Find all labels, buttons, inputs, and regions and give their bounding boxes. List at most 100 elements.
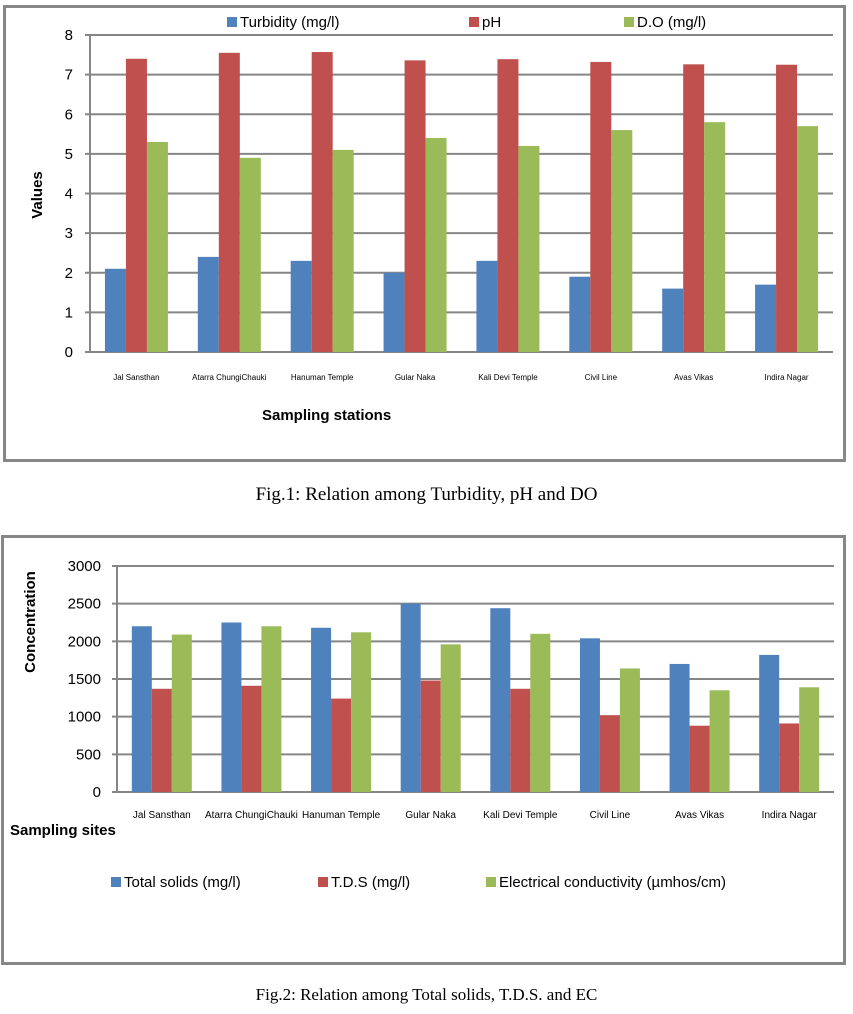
legend-label: Total solids (mg/l) (124, 874, 241, 891)
y-tick-label: 3000 (68, 558, 101, 575)
y-tick-label: 2500 (68, 596, 101, 613)
bar-electrical-conductivity-mhos-cm (709, 690, 730, 792)
bar-electrical-conductivity-mhos-cm (799, 687, 820, 792)
bar-turbidity-mg-l (662, 288, 684, 352)
bar-total-solids-mg-l (400, 603, 421, 792)
bar-ph (590, 61, 612, 352)
legend-swatch (111, 877, 121, 887)
x-category-label: Hanuman Temple (302, 810, 381, 821)
legend-swatch (318, 877, 328, 887)
bar-electrical-conductivity-mhos-cm (171, 634, 192, 792)
bar-ph (218, 52, 240, 353)
x-category-label: Jal Sansthan (113, 373, 159, 382)
y-tick-label: 2000 (68, 633, 101, 650)
bar-turbidity-mg-l (476, 260, 498, 352)
bar-total-solids-mg-l (311, 627, 332, 792)
x-axis-title: Sampling stations (262, 407, 391, 424)
legend-label: pH (482, 14, 501, 31)
x-category-label: Atarra ChungiChauki (205, 810, 298, 821)
bar-d-o-mg-l (704, 122, 726, 352)
bar-t-d-s-mg-l (241, 685, 262, 792)
y-axis-title: Values (29, 171, 46, 219)
x-axis-title: Sampling sites (10, 822, 116, 839)
y-tick-label: 2 (65, 265, 73, 282)
bar-d-o-mg-l (239, 157, 261, 352)
x-category-label: Hanuman Temple (291, 373, 354, 382)
bar-ph (776, 64, 798, 352)
bar-total-solids-mg-l (221, 622, 242, 792)
legend-swatch (624, 17, 634, 27)
bar-turbidity-mg-l (104, 268, 126, 352)
bar-total-solids-mg-l (490, 608, 511, 792)
y-tick-label: 6 (65, 106, 73, 123)
legend-label: T.D.S (mg/l) (331, 874, 410, 891)
x-category-label: Gular Naka (405, 810, 456, 821)
y-tick-label: 7 (65, 67, 73, 84)
chart2-caption: Fig.2: Relation among Total solids, T.D.… (255, 985, 598, 1004)
bar-t-d-s-mg-l (689, 725, 710, 792)
y-tick-label: 3 (65, 225, 73, 242)
bar-t-d-s-mg-l (331, 698, 352, 792)
bar-electrical-conductivity-mhos-cm (261, 626, 282, 792)
legend-swatch (486, 877, 496, 887)
y-tick-label: 1 (65, 304, 73, 321)
x-category-label: Civil Line (585, 373, 618, 382)
bar-ph (683, 64, 705, 352)
bar-electrical-conductivity-mhos-cm (619, 668, 640, 792)
bar-d-o-mg-l (797, 126, 819, 352)
bar-d-o-mg-l (611, 130, 633, 352)
bar-t-d-s-mg-l (599, 715, 620, 792)
bar-electrical-conductivity-mhos-cm (440, 644, 461, 792)
bar-electrical-conductivity-mhos-cm (351, 632, 372, 792)
bar-total-solids-mg-l (579, 638, 600, 792)
bar-total-solids-mg-l (759, 654, 780, 792)
bar-turbidity-mg-l (197, 256, 219, 352)
y-tick-label: 0 (65, 344, 73, 361)
bar-turbidity-mg-l (383, 272, 405, 352)
x-category-label: Kali Devi Temple (478, 373, 538, 382)
bar-turbidity-mg-l (755, 284, 777, 352)
bar-d-o-mg-l (518, 145, 540, 352)
y-tick-label: 4 (65, 186, 73, 203)
legend-label: Electrical conductivity (µmhos/cm) (499, 874, 726, 891)
legend-label: D.O (mg/l) (637, 14, 706, 31)
bar-ph (125, 58, 147, 353)
bar-ph (311, 52, 333, 352)
bar-t-d-s-mg-l (779, 723, 800, 792)
bar-ph (404, 60, 426, 353)
bar-ph (497, 59, 519, 352)
bar-total-solids-mg-l (669, 663, 690, 792)
bar-electrical-conductivity-mhos-cm (530, 633, 551, 792)
y-tick-label: 1500 (68, 671, 101, 688)
y-axis-title: Concentration (22, 571, 39, 673)
x-category-label: Gular Naka (395, 373, 436, 382)
y-tick-label: 8 (65, 27, 73, 44)
bar-t-d-s-mg-l (510, 688, 531, 792)
legend-swatch (227, 17, 237, 27)
legend-swatch (469, 17, 479, 27)
legend-label: Turbidity (mg/l) (240, 14, 339, 31)
y-tick-label: 5 (65, 146, 73, 163)
x-category-label: Indira Nagar (765, 373, 809, 382)
y-tick-label: 0 (93, 784, 101, 801)
bar-d-o-mg-l (146, 141, 168, 352)
bar-turbidity-mg-l (290, 260, 312, 352)
bar-d-o-mg-l (332, 149, 354, 352)
x-category-label: Jal Sansthan (133, 810, 191, 821)
chart1-caption: Fig.1: Relation among Turbidity, pH and … (255, 484, 598, 505)
x-category-label: Avas Vikas (675, 810, 724, 821)
x-category-label: Civil Line (590, 810, 631, 821)
bar-t-d-s-mg-l (151, 688, 172, 792)
y-tick-label: 500 (76, 746, 101, 763)
chart1-svg: 0 1 2 3 4 5 6 7 8 Jal Sansthan Atarra ChungiChauki… (29, 14, 833, 424)
y-tick-label: 1000 (68, 709, 101, 726)
x-category-label: Atarra ChungiChauki (192, 373, 266, 382)
bar-d-o-mg-l (425, 138, 447, 352)
x-category-label: Indira Nagar (762, 810, 818, 821)
x-category-label: Avas Vikas (674, 373, 713, 382)
x-category-label: Kali Devi Temple (483, 810, 558, 821)
bar-turbidity-mg-l (569, 276, 591, 352)
bar-t-d-s-mg-l (420, 680, 441, 792)
bar-total-solids-mg-l (131, 626, 152, 792)
